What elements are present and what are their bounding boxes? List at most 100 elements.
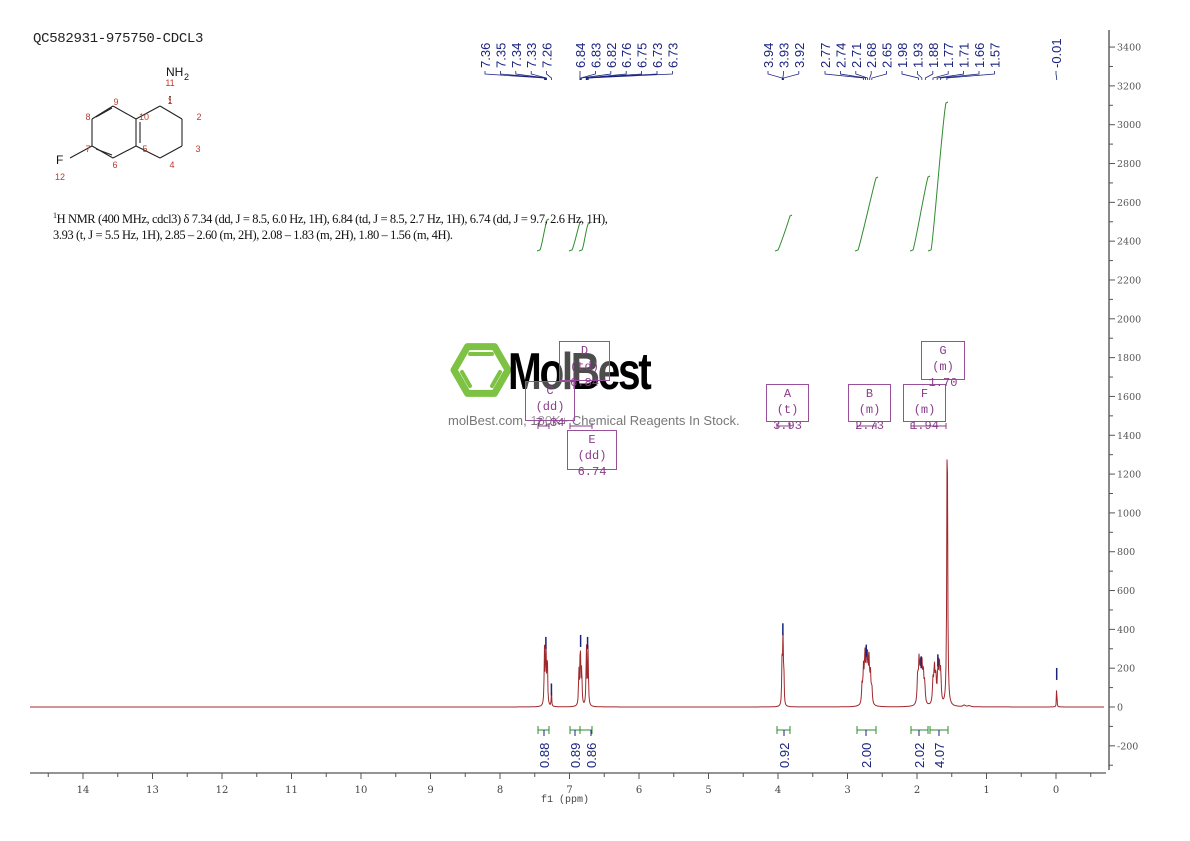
svg-text:7.34: 7.34	[509, 43, 524, 68]
svg-text:12: 12	[55, 172, 65, 182]
multiplet-label: F (m)	[913, 387, 936, 417]
svg-text:4: 4	[775, 785, 781, 796]
svg-text:600: 600	[1117, 586, 1135, 597]
svg-text:5: 5	[142, 144, 147, 154]
multiplet-label: C (dd)	[535, 384, 565, 414]
multiplet-shift: 1.94	[910, 419, 939, 433]
svg-text:8: 8	[85, 112, 90, 122]
svg-text:7.26: 7.26	[540, 43, 555, 68]
svg-text:2.65: 2.65	[880, 43, 895, 68]
multiplet-label: B (m)	[858, 387, 881, 417]
nucleus-superscript: 1	[53, 211, 57, 220]
svg-text:NH: NH	[166, 65, 183, 79]
svg-text:7.33: 7.33	[524, 43, 539, 68]
svg-text:400: 400	[1117, 625, 1135, 636]
svg-text:10: 10	[139, 112, 149, 122]
svg-text:2.02: 2.02	[912, 743, 927, 768]
svg-text:9: 9	[113, 97, 118, 107]
svg-text:-200: -200	[1117, 741, 1138, 752]
svg-text:2200: 2200	[1117, 275, 1141, 286]
svg-text:1.77: 1.77	[941, 43, 956, 68]
x-axis: 14 13 12 11 10 9 8 7 6 5 4 3 2 1 0	[30, 772, 1106, 796]
sample-title: QC582931-975750-CDCL3	[33, 31, 204, 47]
svg-text:14: 14	[77, 785, 90, 796]
multiplet-shift: 3.93	[773, 419, 802, 433]
svg-text:6.82: 6.82	[604, 43, 619, 68]
svg-text:F: F	[56, 153, 63, 167]
svg-text:8: 8	[497, 785, 503, 796]
svg-text:13: 13	[146, 785, 159, 796]
svg-text:1.66: 1.66	[972, 43, 987, 68]
svg-text:12: 12	[216, 785, 229, 796]
multiplet-box: E (dd) 6.74	[567, 430, 617, 479]
molbest-logo-icon	[450, 343, 512, 397]
integral-curves	[536, 101, 949, 252]
svg-text:3.94: 3.94	[761, 43, 776, 68]
svg-text:1.88: 1.88	[926, 43, 941, 68]
multiplet-shift: 7.34	[535, 416, 565, 430]
svg-text:2.00: 2.00	[859, 743, 874, 768]
svg-text:0.86: 0.86	[584, 743, 599, 768]
svg-text:10: 10	[355, 785, 368, 796]
multiplet-shift: 6.84	[570, 376, 599, 390]
svg-text:4.07: 4.07	[932, 743, 947, 768]
svg-text:3.93: 3.93	[776, 43, 791, 68]
svg-text:2600: 2600	[1117, 198, 1141, 209]
svg-text:5: 5	[705, 785, 711, 796]
svg-text:2000: 2000	[1117, 314, 1141, 325]
svg-text:1000: 1000	[1117, 508, 1141, 519]
multiplet-box: C (dd) 7.34	[525, 381, 575, 430]
svg-text:3: 3	[195, 144, 200, 154]
svg-text:2.77: 2.77	[818, 43, 833, 68]
svg-text:6: 6	[636, 785, 642, 796]
svg-text:0: 0	[1053, 785, 1059, 796]
multiplet-label: A (t)	[776, 387, 799, 417]
multiplet-shift: 2.73	[855, 419, 884, 433]
svg-text:1.57: 1.57	[987, 43, 1002, 68]
svg-text:7.36: 7.36	[478, 43, 493, 68]
integral-bars: 0.88 0.89 0.86 0.92 2.00 2.02 4.07	[537, 726, 949, 768]
multiplet-box: F (m) 1.94	[903, 384, 946, 433]
x-axis-label: f1 (ppm)	[541, 795, 590, 806]
svg-text:2: 2	[184, 72, 189, 82]
svg-text:3.92: 3.92	[792, 43, 807, 68]
svg-text:6.84: 6.84	[573, 43, 588, 68]
svg-text:2400: 2400	[1117, 237, 1141, 248]
watermark-logo-text: MolBest	[508, 343, 652, 401]
svg-text:6.75: 6.75	[635, 43, 650, 68]
svg-text:7: 7	[85, 144, 90, 154]
svg-text:7.35: 7.35	[493, 43, 508, 68]
svg-text:11: 11	[285, 785, 298, 796]
multiplet-box: G (m) 1.70	[921, 341, 965, 390]
svg-text:3400: 3400	[1117, 43, 1141, 54]
svg-text:1400: 1400	[1117, 431, 1141, 442]
svg-text:4: 4	[169, 160, 174, 170]
svg-text:1: 1	[167, 96, 172, 106]
svg-text:0.92: 0.92	[777, 743, 792, 768]
svg-text:1: 1	[983, 785, 989, 796]
svg-text:6: 6	[112, 160, 117, 170]
svg-text:1200: 1200	[1117, 470, 1141, 481]
svg-text:2800: 2800	[1117, 159, 1141, 170]
svg-text:0.89: 0.89	[568, 743, 583, 768]
multiplet-box: B (m) 2.73	[848, 384, 891, 433]
y-axis: 3400320030002800260024002200200018001600…	[1108, 30, 1141, 770]
svg-text:1.98: 1.98	[895, 43, 910, 68]
svg-text:11: 11	[165, 78, 174, 88]
svg-text:6.83: 6.83	[588, 43, 603, 68]
nmr-description-text: H NMR (400 MHz, cdcl3) δ 7.34 (dd, J = 8…	[53, 212, 608, 243]
svg-text:2.74: 2.74	[833, 43, 848, 68]
nmr-description: 1H NMR (400 MHz, cdcl3) δ 7.34 (dd, J = …	[53, 208, 613, 243]
svg-text:6.73: 6.73	[650, 43, 665, 68]
svg-text:200: 200	[1117, 664, 1135, 675]
svg-text:3: 3	[844, 785, 850, 796]
svg-text:0: 0	[1117, 703, 1123, 714]
multiplet-label: E (dd)	[577, 433, 607, 463]
svg-text:9: 9	[427, 785, 433, 796]
svg-text:2.68: 2.68	[864, 43, 879, 68]
svg-text:1.93: 1.93	[910, 43, 925, 68]
multiplet-label: D (td)	[570, 344, 599, 374]
svg-text:3000: 3000	[1117, 120, 1141, 131]
